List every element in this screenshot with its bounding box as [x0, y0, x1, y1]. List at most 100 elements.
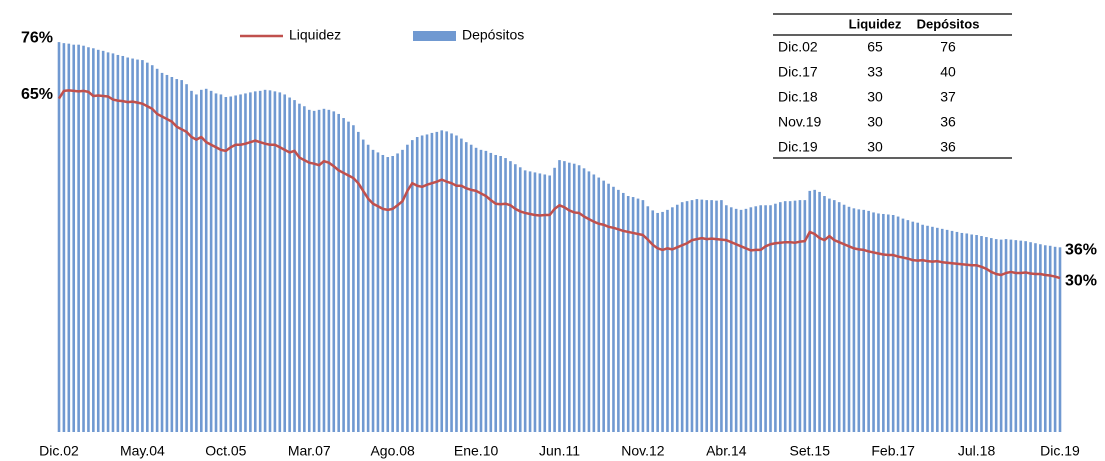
- bar: [410, 140, 414, 432]
- value-label: 36%: [1065, 242, 1097, 259]
- bar: [617, 189, 620, 432]
- table-cell: 37: [940, 89, 956, 105]
- bar: [636, 198, 640, 432]
- bar: [170, 77, 174, 432]
- bar: [641, 200, 645, 432]
- bar: [901, 218, 905, 432]
- bar: [337, 113, 340, 432]
- bar: [484, 150, 488, 432]
- bar: [926, 225, 929, 432]
- bar: [509, 161, 512, 433]
- bar: [568, 162, 571, 433]
- bar: [146, 62, 149, 432]
- x-tick-label: Dic.02: [39, 443, 79, 459]
- bar: [577, 165, 581, 433]
- bar: [190, 90, 193, 432]
- legend-swatch: [413, 31, 456, 41]
- x-tick-label: Jul.18: [958, 443, 996, 459]
- bar: [700, 199, 704, 432]
- bar: [244, 93, 247, 433]
- bar: [209, 90, 213, 432]
- bar: [828, 198, 831, 432]
- table-cell: 36: [940, 114, 956, 130]
- bar: [455, 135, 458, 432]
- bar: [430, 132, 434, 432]
- bar: [460, 138, 463, 432]
- x-tick-label: Dic.19: [1040, 443, 1080, 459]
- bar: [1043, 245, 1047, 432]
- bar: [479, 149, 483, 432]
- bar: [268, 90, 272, 432]
- value-label: 65%: [21, 86, 53, 103]
- bar: [695, 199, 699, 432]
- bar: [621, 192, 625, 432]
- bar: [82, 45, 85, 432]
- bar: [597, 177, 601, 432]
- bar: [813, 189, 816, 432]
- bar: [940, 228, 944, 432]
- table-cell: 33: [867, 64, 883, 80]
- bar: [175, 79, 179, 432]
- table-cell: 40: [940, 64, 956, 80]
- bar: [1048, 245, 1052, 432]
- bar: [445, 131, 448, 432]
- bar: [803, 200, 807, 432]
- bar: [725, 205, 728, 432]
- bar: [646, 206, 650, 432]
- bar: [651, 210, 655, 432]
- bar: [450, 133, 453, 432]
- legend-label: Depósitos: [462, 27, 524, 43]
- bar: [985, 237, 988, 432]
- bar: [980, 236, 983, 432]
- bar: [1014, 240, 1018, 432]
- bar: [518, 167, 522, 433]
- bar: [690, 200, 694, 432]
- bar: [160, 72, 164, 433]
- line: [57, 89, 1061, 280]
- bar: [253, 91, 257, 433]
- bar: [1053, 246, 1057, 432]
- bar: [489, 152, 493, 433]
- bar: [87, 47, 90, 432]
- bar: [734, 208, 738, 432]
- bar: [219, 94, 223, 433]
- bar: [533, 172, 537, 432]
- bar: [195, 94, 198, 433]
- bar: [464, 142, 468, 432]
- bar: [886, 214, 890, 432]
- bar: [847, 206, 851, 432]
- bar: [896, 216, 900, 432]
- bar: [494, 154, 498, 433]
- bar: [729, 207, 733, 432]
- bar: [759, 205, 762, 432]
- bar: [769, 205, 772, 432]
- x-tick-label: Jun.11: [539, 443, 580, 459]
- bar: [710, 200, 713, 432]
- table-cell: 65: [867, 39, 883, 55]
- bar: [155, 68, 159, 433]
- bar: [572, 163, 576, 433]
- bar: [136, 59, 139, 432]
- bar: [420, 135, 424, 432]
- bar: [774, 203, 777, 432]
- bar: [523, 170, 527, 432]
- bar: [612, 186, 615, 432]
- table-cell: Nov.19: [778, 114, 822, 130]
- bar: [77, 44, 80, 433]
- bar: [111, 53, 115, 432]
- bar: [381, 154, 385, 433]
- bar: [906, 220, 910, 432]
- bar: [62, 43, 66, 433]
- bar: [72, 44, 76, 433]
- bar: [680, 202, 684, 432]
- bar: [303, 106, 306, 433]
- bar: [921, 224, 924, 432]
- bar: [936, 227, 939, 432]
- bar: [720, 200, 723, 432]
- bar: [278, 92, 282, 433]
- bar: [1034, 243, 1037, 432]
- bar: [366, 144, 370, 432]
- bar: [185, 84, 188, 432]
- x-tick-label: May.04: [120, 443, 165, 459]
- table-cell: Dic.17: [778, 64, 818, 80]
